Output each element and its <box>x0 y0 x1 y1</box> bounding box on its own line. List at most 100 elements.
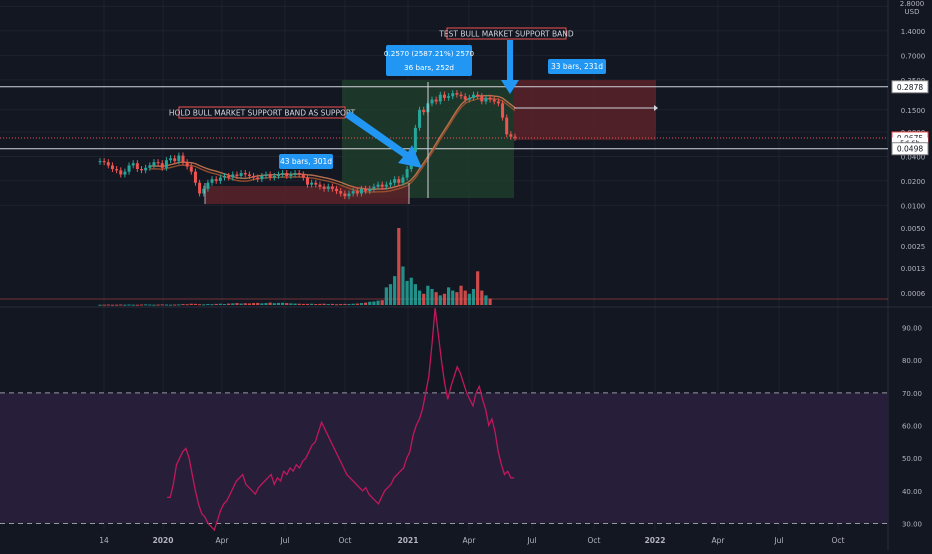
volume-bar <box>430 288 434 305</box>
candle-body <box>268 174 272 178</box>
volume-bar <box>181 304 185 306</box>
volume-bar <box>98 304 102 306</box>
price-axis-tick: 2.8000 <box>900 0 925 8</box>
candle-body <box>343 193 347 197</box>
time-axis-tick: Jul <box>279 536 289 545</box>
candle-body <box>252 175 256 178</box>
candle-body <box>447 96 451 98</box>
volume-bar <box>256 302 260 305</box>
candle-body <box>110 165 114 170</box>
support-arrow <box>345 111 422 168</box>
volume-bar <box>193 303 198 305</box>
price-label-box <box>891 80 929 94</box>
volume-bar <box>189 303 193 305</box>
time-axis-tick: 2020 <box>153 536 174 545</box>
candle-body <box>285 173 289 176</box>
time-axis-tick: 14 <box>99 536 109 545</box>
volume-layer <box>0 228 888 306</box>
candle-body <box>243 173 247 175</box>
candle-body <box>496 101 500 104</box>
candle-body <box>438 94 442 102</box>
volume-bar <box>297 303 301 305</box>
price-axis-tick: 0.0200 <box>901 178 926 186</box>
rsi-axis-tick: 90.00 <box>902 325 922 333</box>
volume-bar <box>463 290 467 305</box>
volume-bar <box>144 304 148 306</box>
candle-body <box>314 182 318 185</box>
volume-bar <box>139 304 144 306</box>
candle-body <box>384 184 388 187</box>
volume-bar <box>339 304 343 306</box>
volume-bar <box>168 304 173 306</box>
volume-bar <box>413 284 417 305</box>
volume-bar <box>231 303 235 305</box>
candle-body <box>131 163 135 166</box>
volume-bar <box>160 304 164 306</box>
candle-body <box>256 177 260 180</box>
candle-body <box>418 109 422 128</box>
time-axis-tick: 2022 <box>645 536 666 545</box>
volume-bar <box>119 304 123 306</box>
candle-body <box>351 191 355 194</box>
candle-body <box>476 94 480 97</box>
candle-body <box>359 188 363 194</box>
candle-body <box>335 188 339 192</box>
volume-bar <box>417 290 422 305</box>
price-axis-unit: USD <box>905 8 920 16</box>
volume-bar <box>359 303 364 305</box>
volume-bar <box>422 293 426 305</box>
candle-body <box>98 161 102 163</box>
time-axis-tick: Jul <box>773 536 783 545</box>
time-axis-tick: Jul <box>526 536 536 545</box>
candle-body <box>393 179 397 183</box>
volume-bar <box>268 302 272 305</box>
volume-bar <box>227 303 231 305</box>
volume-bar <box>202 304 206 306</box>
axes-layer: 2.8000USD1.40000.70000.35000.15000.08000… <box>99 0 929 545</box>
candle-body <box>202 188 206 194</box>
candle-body <box>372 186 376 189</box>
candle-body <box>272 175 276 178</box>
price-label-text: 0.0498 <box>897 145 923 154</box>
time-axis-tick: Oct <box>339 536 352 545</box>
candle-body <box>364 188 368 192</box>
price-axis-tick: 0.0400 <box>901 153 926 161</box>
volume-bar <box>102 304 106 306</box>
price-label-text: 0.2878 <box>897 83 923 92</box>
candle-body <box>306 177 309 185</box>
volume-bar <box>222 304 227 306</box>
candle-body <box>467 97 471 100</box>
candle-body <box>156 162 160 164</box>
volume-axis-tick: 0.0050 <box>901 225 926 233</box>
volume-bar <box>355 303 359 305</box>
candle-body <box>181 155 185 163</box>
candle-body <box>115 169 119 171</box>
time-axis-tick: Apr <box>216 536 230 545</box>
volume-bar <box>198 304 202 306</box>
candle-body <box>376 184 380 187</box>
candle-body <box>401 177 405 183</box>
range3-callout-box <box>548 59 606 74</box>
candle-body <box>413 127 417 153</box>
candle-body <box>451 93 455 97</box>
volume-bar <box>442 293 447 305</box>
candle-body <box>397 179 401 183</box>
volume-bar <box>330 303 334 305</box>
volume-bar <box>148 304 152 306</box>
measure-callout-line2: 36 bars, 252d <box>404 63 454 72</box>
rsi-axis-tick: 60.00 <box>902 423 922 431</box>
volume-bar <box>476 271 480 305</box>
candle-body <box>301 174 305 178</box>
volume-bar <box>131 304 135 306</box>
candle-body <box>276 174 280 176</box>
volume-bar <box>376 300 380 305</box>
rsi-layer <box>0 307 888 532</box>
volume-bar <box>480 290 484 305</box>
volume-bar <box>164 304 168 306</box>
candle-body <box>330 186 334 189</box>
volume-bar <box>384 287 388 305</box>
candle-body <box>318 184 322 187</box>
volume-bar <box>218 303 222 305</box>
